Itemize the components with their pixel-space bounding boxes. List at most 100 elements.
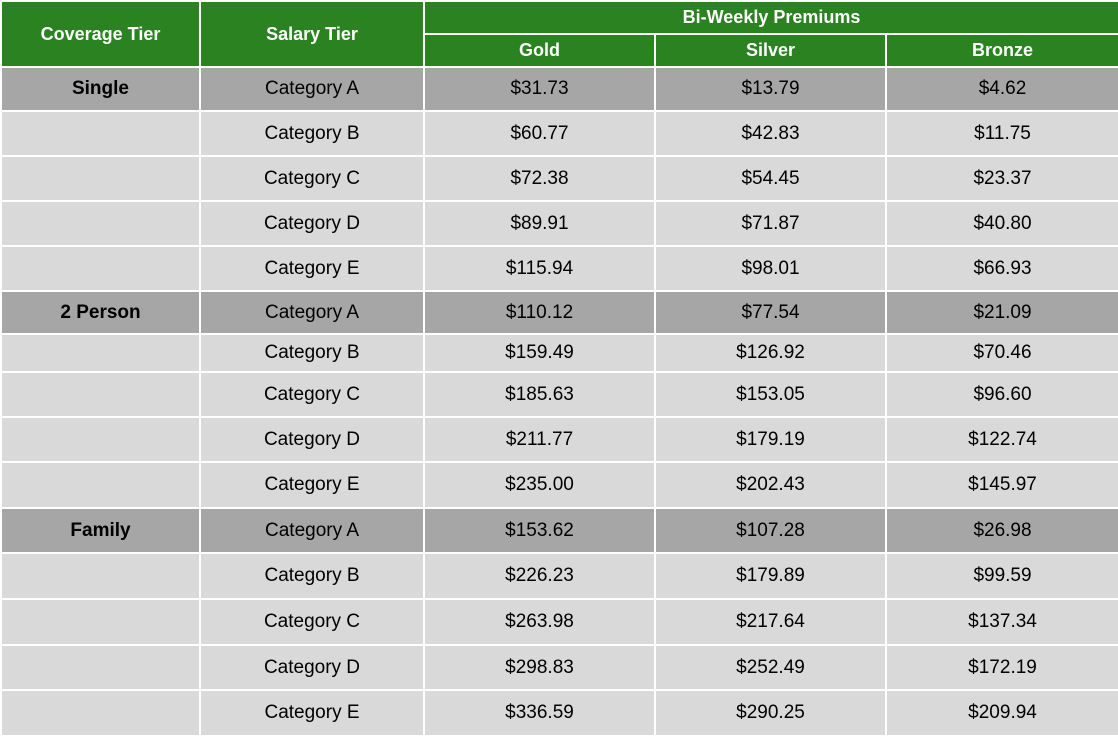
coverage-tier-cell xyxy=(0,644,201,691)
salary-tier-cell: Category D xyxy=(199,200,425,247)
coverage-tier-cell xyxy=(0,333,201,373)
gold-premium-cell: $185.63 xyxy=(423,371,656,418)
gold-premium-cell: $31.73 xyxy=(423,66,656,112)
coverage-tier-cell: Family xyxy=(0,507,201,554)
table-row: Category E $115.94 $98.01 $66.93 xyxy=(0,245,1118,292)
salary-tier-cell: Category E xyxy=(199,245,425,292)
bronze-premium-cell: $11.75 xyxy=(884,110,1118,157)
coverage-tier-cell xyxy=(0,110,201,157)
gold-premium-cell: $72.38 xyxy=(423,155,656,202)
silver-premium-cell: $290.25 xyxy=(654,689,887,737)
table-row: Category D $298.83 $252.49 $172.19 xyxy=(0,644,1118,691)
coverage-tier-cell xyxy=(0,155,201,202)
table-row: Category B $60.77 $42.83 $11.75 xyxy=(0,110,1118,157)
silver-premium-cell: $153.05 xyxy=(654,371,887,418)
bronze-premium-cell: $96.60 xyxy=(884,371,1118,418)
salary-tier-cell: Category C xyxy=(199,155,425,202)
salary-tier-cell: Category A xyxy=(199,290,425,335)
silver-premium-cell: $202.43 xyxy=(654,461,887,509)
header-bi-weekly-premiums: Bi-Weekly Premiums xyxy=(422,0,1118,35)
silver-premium-cell: $107.28 xyxy=(654,507,887,554)
coverage-tier-cell xyxy=(0,598,201,646)
silver-premium-cell: $13.79 xyxy=(654,66,887,112)
gold-premium-cell: $115.94 xyxy=(423,245,656,292)
table-row: Category D $211.77 $179.19 $122.74 xyxy=(0,416,1118,463)
table-row: Category C $72.38 $54.45 $23.37 xyxy=(0,155,1118,202)
table-row: Category E $336.59 $290.25 $209.94 xyxy=(0,689,1118,737)
silver-premium-cell: $42.83 xyxy=(654,110,887,157)
salary-tier-cell: Category E xyxy=(199,461,425,509)
coverage-tier-cell: Single xyxy=(0,66,201,112)
table-row: 2 Person Category A $110.12 $77.54 $21.09 xyxy=(0,290,1118,335)
silver-premium-cell: $126.92 xyxy=(654,333,887,373)
table-row: Category B $159.49 $126.92 $70.46 xyxy=(0,333,1118,373)
salary-tier-cell: Category B xyxy=(199,110,425,157)
table-row: Category B $226.23 $179.89 $99.59 xyxy=(0,552,1118,600)
bronze-premium-cell: $122.74 xyxy=(884,416,1118,463)
header-bronze: Bronze xyxy=(884,33,1118,68)
bronze-premium-cell: $66.93 xyxy=(884,245,1118,292)
silver-premium-cell: $179.89 xyxy=(654,552,887,600)
coverage-tier-cell xyxy=(0,371,201,418)
header-coverage-tier: Coverage Tier xyxy=(0,0,201,68)
coverage-tier-cell xyxy=(0,200,201,247)
bronze-premium-cell: $40.80 xyxy=(884,200,1118,247)
gold-premium-cell: $298.83 xyxy=(423,644,656,691)
table-row: Category C $263.98 $217.64 $137.34 xyxy=(0,598,1118,646)
salary-tier-cell: Category B xyxy=(199,552,425,600)
salary-tier-cell: Category B xyxy=(199,333,425,373)
bronze-premium-cell: $4.62 xyxy=(884,66,1118,112)
silver-premium-cell: $217.64 xyxy=(654,598,887,646)
salary-tier-cell: Category A xyxy=(199,507,425,554)
table-header: Coverage Tier Salary Tier Bi-Weekly Prem… xyxy=(0,0,1118,68)
gold-premium-cell: $159.49 xyxy=(423,333,656,373)
salary-tier-cell: Category E xyxy=(199,689,425,737)
bronze-premium-cell: $209.94 xyxy=(884,689,1118,737)
header-row-top: Coverage Tier Salary Tier Bi-Weekly Prem… xyxy=(0,0,1118,68)
salary-tier-cell: Category D xyxy=(199,644,425,691)
coverage-tier-cell xyxy=(0,552,201,600)
gold-premium-cell: $235.00 xyxy=(423,461,656,509)
salary-tier-cell: Category C xyxy=(199,598,425,646)
coverage-tier-cell xyxy=(0,245,201,292)
gold-premium-cell: $110.12 xyxy=(423,290,656,335)
gold-premium-cell: $60.77 xyxy=(423,110,656,157)
salary-tier-cell: Category C xyxy=(199,371,425,418)
header-row-plans: Gold Silver Bronze xyxy=(1,33,1118,68)
gold-premium-cell: $226.23 xyxy=(423,552,656,600)
gold-premium-cell: $89.91 xyxy=(423,200,656,247)
table-row: Category E $235.00 $202.43 $145.97 xyxy=(0,461,1118,509)
table-row: Category C $185.63 $153.05 $96.60 xyxy=(0,371,1118,418)
silver-premium-cell: $252.49 xyxy=(654,644,887,691)
coverage-tier-cell xyxy=(0,461,201,509)
coverage-tier-cell xyxy=(0,416,201,463)
silver-premium-cell: $77.54 xyxy=(654,290,887,335)
bronze-premium-cell: $21.09 xyxy=(884,290,1118,335)
bronze-premium-cell: $99.59 xyxy=(884,552,1118,600)
table-row: Single Category A $31.73 $13.79 $4.62 xyxy=(0,66,1118,112)
gold-premium-cell: $263.98 xyxy=(423,598,656,646)
coverage-tier-cell: 2 Person xyxy=(0,290,201,335)
gold-premium-cell: $153.62 xyxy=(423,507,656,554)
gold-premium-cell: $211.77 xyxy=(423,416,656,463)
coverage-tier-cell xyxy=(0,689,201,737)
table-row: Family Category A $153.62 $107.28 $26.98 xyxy=(0,507,1118,554)
bronze-premium-cell: $145.97 xyxy=(884,461,1118,509)
silver-premium-cell: $54.45 xyxy=(654,155,887,202)
bronze-premium-cell: $26.98 xyxy=(884,507,1118,554)
table-row: Category D $89.91 $71.87 $40.80 xyxy=(0,200,1118,247)
silver-premium-cell: $71.87 xyxy=(654,200,887,247)
salary-tier-cell: Category A xyxy=(199,66,425,112)
gold-premium-cell: $336.59 xyxy=(423,689,656,737)
header-salary-tier: Salary Tier xyxy=(199,0,425,68)
table-body: Single Category A $31.73 $13.79 $4.62 Categor… xyxy=(0,66,1118,737)
header-gold: Gold xyxy=(423,33,656,68)
bronze-premium-cell: $23.37 xyxy=(884,155,1118,202)
header-silver: Silver xyxy=(654,33,887,68)
bronze-premium-cell: $172.19 xyxy=(884,644,1118,691)
bronze-premium-cell: $137.34 xyxy=(884,598,1118,646)
silver-premium-cell: $98.01 xyxy=(654,245,887,292)
salary-tier-cell: Category D xyxy=(199,416,425,463)
bronze-premium-cell: $70.46 xyxy=(884,333,1118,373)
